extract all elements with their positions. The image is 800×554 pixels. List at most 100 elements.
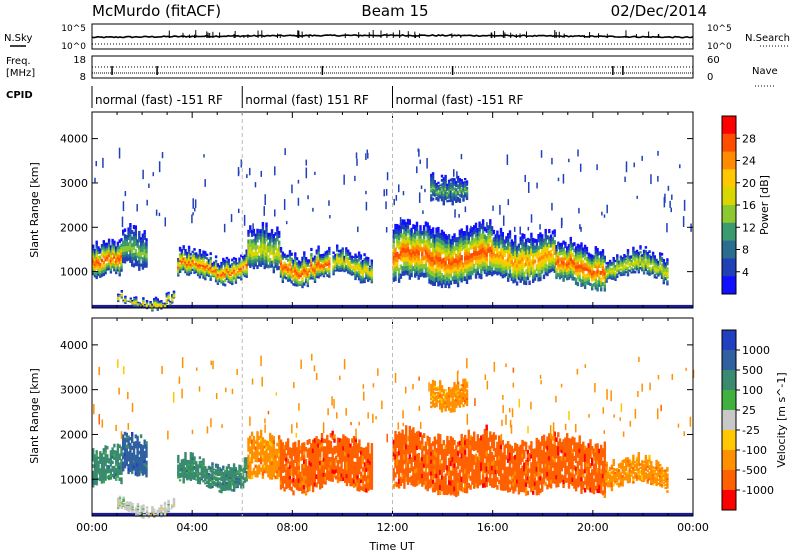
- echo-cell: [129, 507, 132, 509]
- echo-cell: [184, 462, 187, 466]
- echo-cell: [610, 269, 614, 272]
- echo-cell: [196, 256, 200, 259]
- echo-cell: [662, 265, 665, 268]
- echo-cell: [189, 256, 193, 259]
- echo-cell: [412, 249, 415, 255]
- echo-cell: [583, 244, 587, 249]
- echo-cell: [430, 194, 433, 197]
- echo-cell: [433, 182, 436, 185]
- echo-cell: [214, 262, 218, 265]
- echo-cell: [394, 233, 397, 239]
- echo-cell: [544, 232, 547, 238]
- echo-cell: [440, 179, 444, 182]
- echo-cell: [451, 202, 454, 206]
- echo-cell: [195, 470, 198, 473]
- echo-cell: [111, 460, 114, 464]
- echo-cell: [207, 263, 211, 266]
- echo-cell: [424, 267, 428, 273]
- echo-cell: [528, 269, 531, 274]
- echo-cell: [591, 272, 594, 276]
- echo-cell: [319, 255, 322, 259]
- echo-cell: [462, 181, 465, 184]
- echo-cell: [250, 242, 254, 247]
- echo-cell: [118, 477, 121, 481]
- echo-cell: [537, 269, 540, 274]
- echo-cell: [131, 504, 134, 506]
- echo-cell: [494, 257, 497, 262]
- echo-cell: [129, 232, 132, 237]
- echo-cell: [238, 469, 241, 472]
- echo-cell: [483, 242, 487, 247]
- echo-cell: [447, 192, 451, 195]
- echo-cell: [446, 272, 449, 277]
- echo-cell: [107, 460, 111, 464]
- echo-cell: [287, 272, 290, 276]
- echo-cell: [200, 470, 203, 473]
- echo-cell: [397, 229, 401, 236]
- echo-cell: [120, 268, 123, 272]
- echo-cell: [426, 252, 429, 258]
- echo-cell: [267, 232, 270, 237]
- echo-cell: [626, 251, 630, 254]
- echo-cell: [115, 269, 118, 272]
- echo-cell: [184, 469, 187, 472]
- echo-cell: [639, 262, 642, 266]
- echo-cell: [426, 256, 429, 263]
- echo-speck: [419, 159, 421, 164]
- echo-cell: [419, 238, 422, 243]
- echo-cell: [657, 273, 660, 276]
- echo-cell: [306, 275, 309, 278]
- echo-cell: [621, 258, 624, 261]
- echo-cell: [227, 274, 230, 277]
- echo-cell: [122, 243, 125, 247]
- echo-cell: [415, 257, 419, 263]
- echo-cell: [489, 232, 492, 239]
- echo-cell: [227, 463, 230, 467]
- echo-cell: [200, 267, 203, 271]
- echo-cell: [549, 256, 553, 260]
- echo-cell: [123, 464, 127, 469]
- echo-cell: [294, 282, 297, 287]
- echo-cell: [186, 263, 189, 266]
- echo-cell: [232, 273, 236, 276]
- echo-cell: [120, 238, 123, 242]
- echo-cell: [664, 276, 667, 279]
- echo-cell: [440, 189, 444, 193]
- echo-cell: [222, 484, 225, 487]
- echo-cell: [530, 244, 533, 249]
- echo-cell: [292, 276, 295, 280]
- echo-cell: [424, 253, 428, 259]
- echo-cell: [357, 253, 361, 257]
- echo-cell: [408, 219, 411, 225]
- echo-cell: [617, 271, 621, 274]
- echo-cell: [524, 276, 528, 282]
- echo-cell: [562, 274, 565, 279]
- echo-cell: [485, 236, 488, 241]
- echo-cell: [100, 264, 104, 268]
- echo-cell: [433, 247, 436, 252]
- echo-cell: [660, 276, 664, 279]
- echo-cell: [431, 270, 435, 277]
- echo-cell: [401, 233, 404, 239]
- echo-cell: [313, 257, 317, 261]
- echo-cell: [315, 275, 318, 279]
- echo-cell: [225, 268, 229, 271]
- echo-cell: [437, 271, 440, 277]
- echo-cell: [458, 266, 462, 272]
- echo-cell: [451, 235, 454, 241]
- echo-cell: [304, 276, 308, 279]
- echo-cell: [451, 276, 454, 282]
- echo-cell: [508, 249, 512, 255]
- echo-cell: [274, 255, 277, 260]
- echo-cell: [612, 275, 615, 278]
- echo-cell: [182, 476, 185, 480]
- echo-cell: [250, 256, 254, 260]
- echo-cell: [263, 230, 266, 234]
- echo-cell: [182, 470, 185, 474]
- echo-cell: [123, 461, 127, 466]
- echo-cell: [95, 259, 98, 264]
- echo-cell: [313, 266, 317, 270]
- echo-cell: [519, 240, 522, 245]
- echo-cell: [140, 506, 143, 508]
- echo-speck: [499, 204, 501, 215]
